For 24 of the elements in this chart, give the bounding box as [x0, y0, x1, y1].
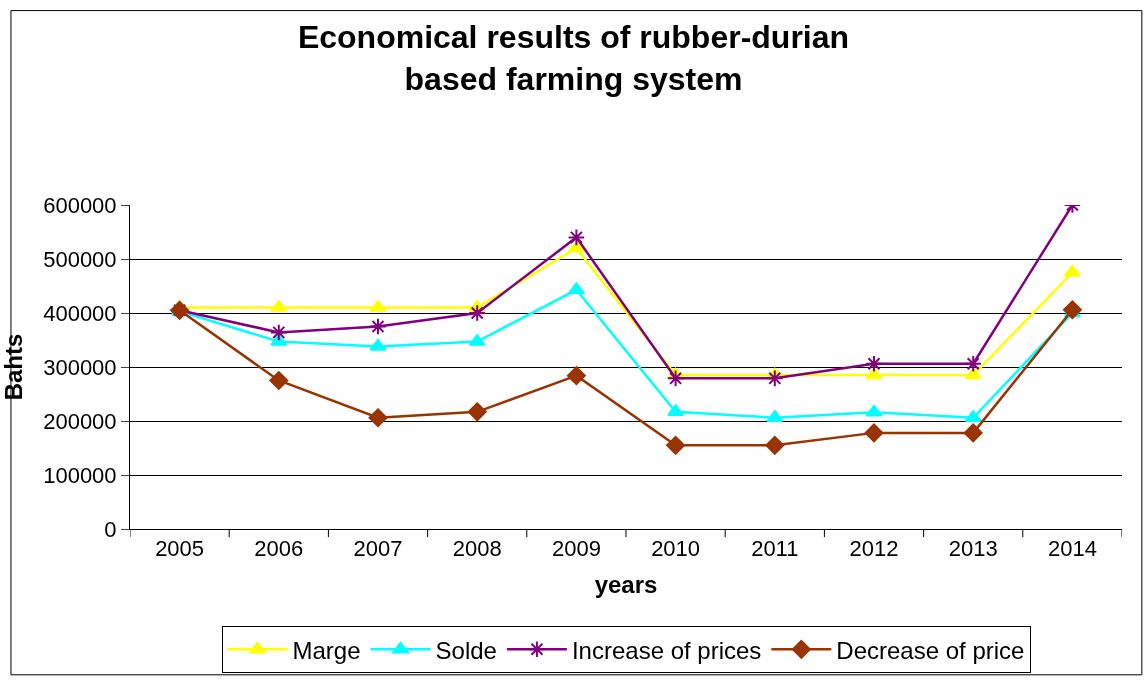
x-tick-label: 2012 — [849, 536, 899, 562]
y-tick-label: 400000 — [43, 300, 117, 326]
x-tick-label: 2007 — [353, 536, 403, 562]
y-tick-label: 200000 — [43, 408, 117, 434]
x-tick-label: 2014 — [1047, 536, 1097, 562]
x-tick-label: 2013 — [948, 536, 998, 562]
legend-label: Solde — [435, 636, 497, 664]
x-tick-label: 2011 — [751, 536, 799, 562]
y-tick-label: 600000 — [43, 192, 117, 218]
y-tick-label: 500000 — [43, 246, 117, 272]
x-axis-title: years — [594, 570, 658, 598]
x-tick-label: 2009 — [551, 536, 601, 562]
y-axis-title: Bahts — [0, 333, 27, 401]
chart-title: Economical results of rubber-durian based farming system — [297, 19, 850, 97]
legend-label: Decrease of price — [836, 636, 1025, 664]
x-tick-label: 2006 — [254, 536, 304, 562]
x-tick-label: 2005 — [155, 536, 205, 562]
legend-label: Increase of prices — [571, 636, 762, 664]
y-tick-label: 100000 — [43, 462, 117, 488]
x-tick-label: 2010 — [651, 536, 701, 562]
legend-label: Marge — [292, 636, 361, 664]
x-tick-label: 2008 — [452, 536, 502, 562]
y-tick-label: 300000 — [43, 354, 117, 380]
y-tick-label: 0 — [104, 516, 117, 542]
